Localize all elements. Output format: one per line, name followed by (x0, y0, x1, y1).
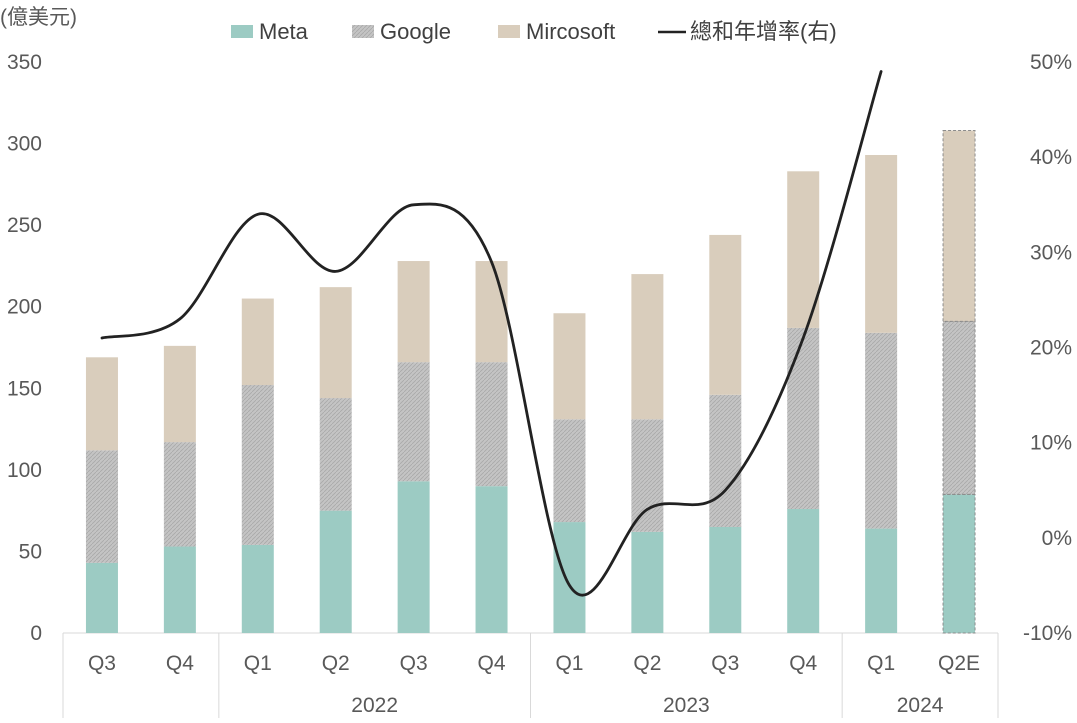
bar-google-1 (163, 442, 196, 547)
bar-google-11 (942, 320, 976, 495)
bar-google-9 (787, 327, 820, 510)
right-tick-label: 20% (1030, 337, 1072, 360)
category-label: Q2E (938, 652, 980, 675)
bar-mircosoft-2 (241, 298, 274, 386)
bar-meta-11 (942, 493, 976, 634)
category-label: Q4 (166, 652, 194, 675)
legend-label: 總和年增率(右) (690, 19, 837, 44)
left-tick-label: 350 (7, 51, 42, 74)
category-label: Q1 (244, 652, 272, 675)
bar-google-7 (631, 419, 664, 532)
category-label: Q2 (633, 652, 661, 675)
right-tick-label: 0% (1042, 527, 1072, 550)
bar-meta-7 (631, 531, 664, 633)
bar-mircosoft-4 (397, 261, 430, 363)
bar-meta-0 (85, 562, 118, 633)
category-label: Q2 (322, 652, 350, 675)
legend-label: Meta (259, 19, 309, 44)
bar-meta-8 (709, 526, 742, 633)
legend-label: Mircosoft (526, 19, 615, 44)
left-tick-label: 50 (19, 540, 42, 563)
left-tick-label: 0 (30, 622, 42, 645)
category-label: Q1 (555, 652, 583, 675)
category-label: Q4 (478, 652, 506, 675)
bar-google-6 (553, 419, 586, 523)
left-tick-label: 300 (7, 133, 42, 156)
left-tick-label: 200 (7, 296, 42, 319)
bar-meta-10 (865, 528, 898, 633)
right-tick-label: -10% (1023, 622, 1072, 645)
bar-mircosoft-1 (163, 345, 196, 443)
bar-meta-9 (787, 509, 820, 633)
bar-meta-4 (397, 481, 430, 633)
year-group-label: 2023 (663, 694, 710, 717)
bar-google-5 (475, 362, 508, 487)
category-label: Q3 (711, 652, 739, 675)
bar-mircosoft-6 (553, 313, 586, 420)
right-tick-label: 10% (1030, 432, 1072, 455)
bar-mircosoft-8 (709, 234, 742, 395)
bar-meta-3 (319, 510, 352, 633)
bar-meta-1 (163, 546, 196, 633)
bar-mircosoft-3 (319, 287, 352, 399)
bar-mircosoft-10 (865, 154, 898, 333)
left-axis-unit: (億美元) (0, 6, 77, 29)
legend-swatch-meta (231, 25, 253, 38)
left-tick-label: 150 (7, 377, 42, 400)
year-group-label: 2022 (351, 694, 398, 717)
legend-swatch-google (352, 25, 374, 38)
right-tick-label: 30% (1030, 241, 1072, 264)
growth-rate-line (100, 70, 883, 597)
bar-mircosoft-7 (631, 274, 664, 420)
bar-google-0 (85, 450, 118, 563)
bar-mircosoft-9 (787, 171, 820, 328)
bar-google-8 (709, 394, 742, 527)
bar-google-10 (865, 332, 898, 529)
bar-mircosoft-5 (475, 261, 508, 363)
right-tick-label: 40% (1030, 146, 1072, 169)
bar-mircosoft-0 (85, 357, 118, 451)
bar-meta-2 (241, 544, 274, 633)
category-label: Q1 (867, 652, 895, 675)
bar-google-3 (319, 398, 352, 511)
bar-meta-5 (475, 486, 508, 633)
category-label: Q3 (88, 652, 116, 675)
legend-swatch-mircosoft (498, 25, 520, 38)
category-label: Q4 (789, 652, 817, 675)
bar-meta-6 (553, 522, 586, 633)
left-tick-label: 250 (7, 214, 42, 237)
bar-google-2 (241, 385, 274, 545)
right-tick-label: 50% (1030, 51, 1072, 74)
left-tick-label: 100 (7, 459, 42, 482)
category-label: Q3 (400, 652, 428, 675)
bar-google-4 (397, 362, 430, 482)
year-group-label: 2024 (897, 694, 944, 717)
bar-mircosoft-11 (942, 130, 976, 322)
legend-label: Google (380, 19, 451, 44)
